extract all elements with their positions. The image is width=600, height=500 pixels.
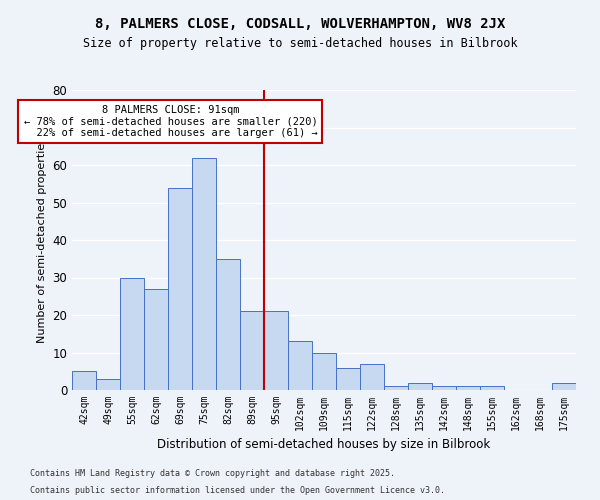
Bar [480,386,504,390]
Bar [432,386,456,390]
Bar [336,368,360,390]
Bar [264,311,288,390]
Bar [120,278,144,390]
Bar [384,386,408,390]
Bar [144,289,168,390]
Bar [312,352,336,390]
Bar [456,386,480,390]
Bar [408,382,432,390]
Text: 8 PALMERS CLOSE: 91sqm
← 78% of semi-detached houses are smaller (220)
  22% of : 8 PALMERS CLOSE: 91sqm ← 78% of semi-det… [23,105,317,138]
Bar [552,382,576,390]
Text: Contains HM Land Registry data © Crown copyright and database right 2025.: Contains HM Land Registry data © Crown c… [30,468,395,477]
Bar [360,364,384,390]
Bar [240,311,264,390]
Bar [192,158,216,390]
Bar [216,259,240,390]
Text: Contains public sector information licensed under the Open Government Licence v3: Contains public sector information licen… [30,486,445,495]
Y-axis label: Number of semi-detached properties: Number of semi-detached properties [37,137,47,343]
Bar [96,379,120,390]
X-axis label: Distribution of semi-detached houses by size in Bilbrook: Distribution of semi-detached houses by … [157,438,491,452]
Bar [168,188,192,390]
Text: 8, PALMERS CLOSE, CODSALL, WOLVERHAMPTON, WV8 2JX: 8, PALMERS CLOSE, CODSALL, WOLVERHAMPTON… [95,18,505,32]
Bar [72,371,96,390]
Bar [288,341,312,390]
Text: Size of property relative to semi-detached houses in Bilbrook: Size of property relative to semi-detach… [83,38,517,51]
